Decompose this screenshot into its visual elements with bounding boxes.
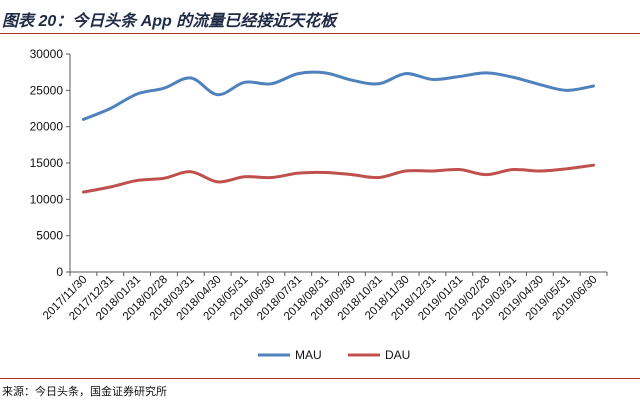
y-tick-label: 20000 <box>30 120 64 134</box>
data-point-mau <box>377 82 380 85</box>
data-point-dau <box>297 172 300 174</box>
legend-label-dau: DAU <box>385 348 410 362</box>
series-line-mau <box>81 70 596 121</box>
data-point-dau <box>539 170 541 172</box>
line-chart: 0500010000150002000025000300002017/11/30… <box>30 47 608 362</box>
series-line-dau <box>81 163 596 194</box>
data-point-dau <box>485 173 487 176</box>
data-point-dau <box>216 181 219 183</box>
data-point-dau <box>136 179 138 182</box>
data-point-dau <box>270 176 273 179</box>
data-point-mau <box>458 75 461 78</box>
data-point-mau <box>539 83 541 86</box>
data-point-dau <box>512 168 514 171</box>
data-point-mau <box>592 85 595 87</box>
data-point-dau <box>163 177 165 180</box>
y-tick-label: 15000 <box>30 156 64 170</box>
data-point-mau <box>109 107 112 110</box>
data-point-dau <box>458 168 461 171</box>
data-point-mau <box>270 82 273 85</box>
data-point-mau <box>190 77 192 79</box>
data-point-mau <box>297 72 300 75</box>
y-tick-label: 5000 <box>36 229 63 243</box>
data-point-mau <box>565 89 568 92</box>
y-tick-label: 25000 <box>30 83 64 97</box>
data-point-dau <box>243 176 246 178</box>
data-point-mau <box>324 72 326 74</box>
data-point-mau <box>243 81 246 84</box>
data-point-dau <box>565 168 568 170</box>
data-point-dau <box>404 170 407 172</box>
data-point-mau <box>351 79 353 81</box>
legend-label-mau: MAU <box>295 348 322 362</box>
data-point-mau <box>485 72 487 74</box>
data-point-dau <box>377 176 380 179</box>
data-point-mau <box>431 78 434 81</box>
source-note: 来源：今日头条，国金证券研究所 <box>2 386 167 398</box>
data-point-dau <box>351 173 353 176</box>
data-point-mau <box>82 118 85 121</box>
data-point-dau <box>324 171 326 174</box>
data-point-mau <box>136 93 138 95</box>
title-bar: 图表 20：今日头条 App 的流量已经接近天花板 <box>0 0 640 34</box>
data-point-dau <box>109 186 112 188</box>
data-point-dau <box>431 170 434 172</box>
footer-divider <box>0 378 640 379</box>
data-point-dau <box>82 191 85 193</box>
data-point-mau <box>512 76 514 79</box>
data-point-dau <box>190 170 192 173</box>
data-point-mau <box>404 72 407 75</box>
chart-title: 图表 20：今日头条 App 的流量已经接近天花板 <box>2 13 337 30</box>
data-point-mau <box>163 87 165 89</box>
data-point-dau <box>592 164 595 166</box>
y-tick-label: 10000 <box>30 192 64 206</box>
data-point-mau <box>216 93 219 96</box>
chart-area: 0 5000 10000 15000 20000 25000 30000 2017/11/30… <box>0 34 640 378</box>
y-tick-label: 30000 <box>30 47 64 61</box>
y-tick-label: 0 <box>56 265 63 279</box>
